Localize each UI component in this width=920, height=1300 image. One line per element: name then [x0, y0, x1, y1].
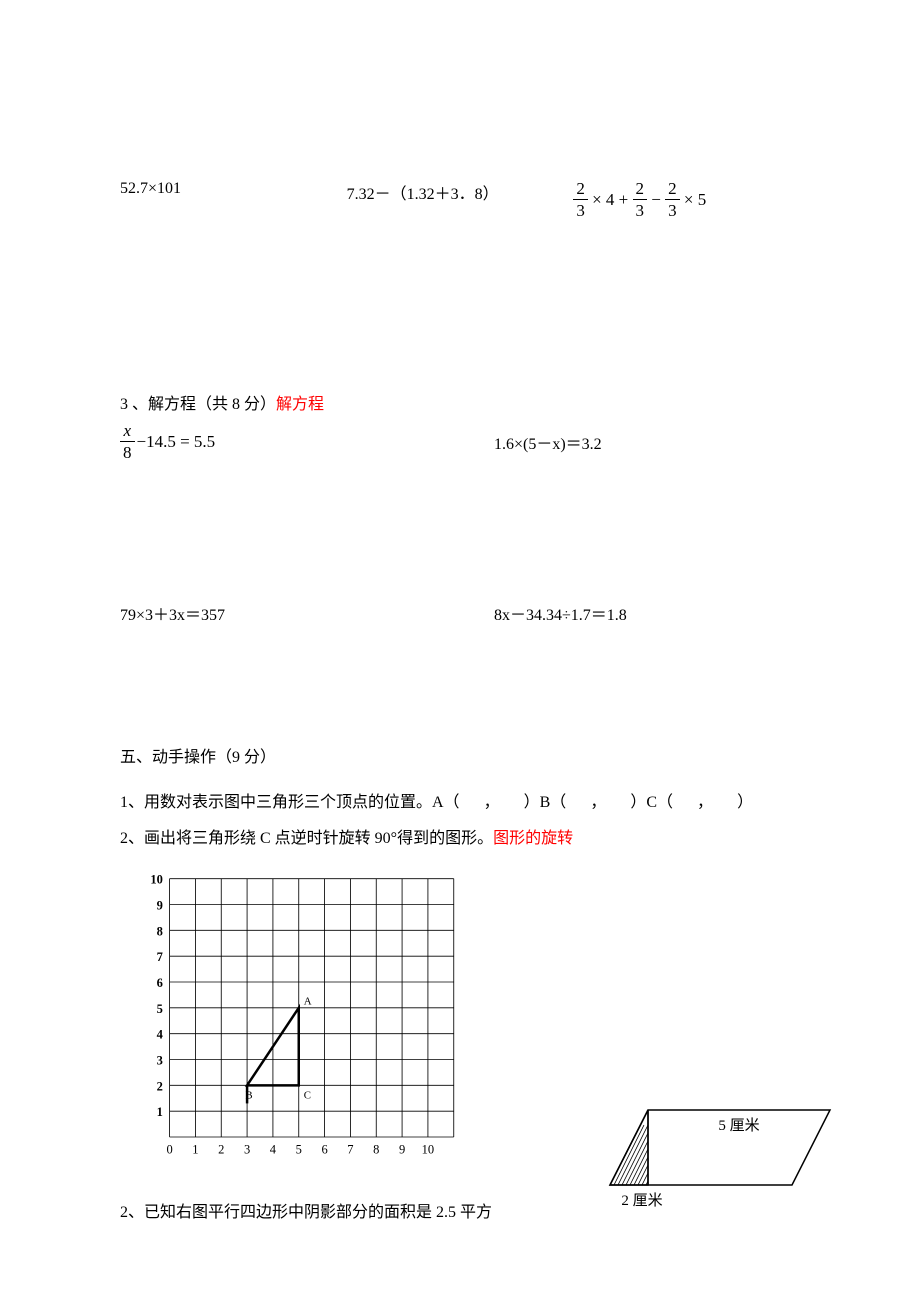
svg-text:2 厘米: 2 厘米 [621, 1192, 662, 1209]
equation-4-text: 8x－34.34÷1.7＝1.8 [494, 607, 627, 624]
svg-text:6: 6 [157, 976, 163, 990]
op-text: × 4 + [588, 190, 633, 210]
svg-text:6: 6 [321, 1142, 327, 1156]
frac-2-num: 2 [633, 180, 648, 200]
problem-2: 7.32－（1.32＋3．8） [347, 180, 574, 219]
q3-text: 2、已知右图平行四边形中阴影部分的面积是 2.5 平方 [120, 1204, 492, 1221]
spacer [120, 227, 800, 387]
spacer [120, 625, 800, 740]
arithmetic-problems-row: 52.7×101 7.32－（1.32＋3．8） 2 3 × 4 + 2 3 −… [120, 180, 800, 219]
section-3-label: 3 、解方程（共 8 分） [120, 396, 276, 413]
frac-1: 2 3 [573, 180, 588, 219]
q2-red: 图形的旋转 [493, 830, 573, 847]
q1-sep2: ， [590, 794, 606, 811]
frac-2-den: 3 [633, 200, 648, 219]
q1-blank [717, 794, 733, 811]
svg-text:A: A [304, 995, 312, 1007]
section-5-title: 五、动手操作（9 分） [120, 740, 800, 775]
equation-2-text: 1.6×(5－x)＝3.2 [494, 436, 602, 453]
equations-row-1: x 8 −14.5 = 5.5 1.6×(5－x)＝3.2 [120, 422, 800, 461]
q1-suffix: ） [737, 794, 753, 811]
frac-3: 2 3 [665, 180, 680, 219]
svg-text:5: 5 [157, 1002, 163, 1016]
equation-1: x 8 −14.5 = 5.5 [120, 422, 494, 461]
problem-1: 52.7×101 [120, 180, 347, 219]
section-3-red: 解方程 [276, 396, 324, 413]
svg-text:10: 10 [422, 1142, 435, 1156]
svg-text:7: 7 [347, 1142, 353, 1156]
svg-text:1: 1 [192, 1142, 198, 1156]
svg-text:C: C [304, 1089, 311, 1101]
svg-text:4: 4 [270, 1142, 277, 1156]
svg-text:0: 0 [166, 1142, 172, 1156]
q1-blank [570, 794, 586, 811]
q1-mid1: ）B（ [524, 794, 567, 811]
parallelogram-svg: 5 厘米 2 厘米 [600, 1105, 850, 1215]
spacer [120, 461, 800, 601]
equations-row-2: 79×3＋3x＝357 8x－34.34÷1.7＝1.8 [120, 601, 800, 625]
problem-1-text: 52.7×101 [120, 180, 181, 197]
coordinate-grid: 10987654321012345678910ABC [120, 872, 480, 1162]
q1-blank [610, 794, 626, 811]
q1-prefix: 1、用数对表示图中三角形三个顶点的位置。A（ [120, 794, 460, 811]
equation-1-rest: −14.5 = 5.5 [137, 432, 216, 452]
problem-3: 2 3 × 4 + 2 3 − 2 3 × 5 [573, 180, 800, 219]
parallelogram-figure: 5 厘米 2 厘米 [600, 1105, 850, 1220]
equation-4: 8x－34.34÷1.7＝1.8 [494, 601, 800, 625]
question-3: 2、已知右图平行四边形中阴影部分的面积是 2.5 平方 [120, 1195, 570, 1230]
problem-2-text: 7.32－（1.32＋3．8） [347, 186, 499, 203]
svg-text:8: 8 [157, 924, 163, 938]
equation-2: 1.6×(5－x)＝3.2 [494, 422, 800, 461]
svg-text:2: 2 [157, 1079, 163, 1093]
equation-3: 79×3＋3x＝357 [120, 601, 494, 625]
question-2: 2、画出将三角形绕 C 点逆时针旋转 90°得到的图形。图形的旋转 [120, 821, 800, 856]
svg-text:5: 5 [296, 1142, 302, 1156]
svg-text:2: 2 [218, 1142, 224, 1156]
svg-text:9: 9 [399, 1142, 405, 1156]
frac-1-num: 2 [573, 180, 588, 200]
op-text: − [647, 190, 665, 210]
svg-text:7: 7 [157, 950, 163, 964]
svg-text:5 厘米: 5 厘米 [718, 1117, 759, 1134]
q1-blank [677, 794, 693, 811]
svg-text:B: B [245, 1089, 252, 1101]
question-1: 1、用数对表示图中三角形三个顶点的位置。A（ ， ）B（ ， ）C（ ， ） [120, 785, 800, 820]
section-3-header: 3 、解方程（共 8 分）解方程 [120, 387, 800, 422]
q2-text: 2、画出将三角形绕 C 点逆时针旋转 90°得到的图形。 [120, 830, 493, 847]
equation-1-den: 8 [120, 442, 135, 461]
frac-3-den: 3 [665, 200, 680, 219]
svg-text:3: 3 [157, 1053, 163, 1067]
equation-3-text: 79×3＋3x＝357 [120, 607, 225, 624]
svg-text:4: 4 [157, 1027, 164, 1041]
q1-mid2: ）C（ [630, 794, 673, 811]
equation-1-frac: x 8 [120, 422, 135, 461]
q1-blank [464, 794, 480, 811]
svg-text:10: 10 [150, 872, 163, 886]
svg-text:8: 8 [373, 1142, 379, 1156]
q1-sep1: ， [484, 794, 500, 811]
op-text: × 5 [680, 190, 707, 210]
equation-1-num: x [120, 422, 135, 442]
q1-blank [504, 794, 520, 811]
frac-2: 2 3 [633, 180, 648, 219]
svg-text:9: 9 [157, 898, 163, 912]
svg-text:3: 3 [244, 1142, 250, 1156]
frac-3-num: 2 [665, 180, 680, 200]
frac-1-den: 3 [573, 200, 588, 219]
q1-sep3: ， [697, 794, 713, 811]
svg-text:1: 1 [157, 1105, 163, 1119]
